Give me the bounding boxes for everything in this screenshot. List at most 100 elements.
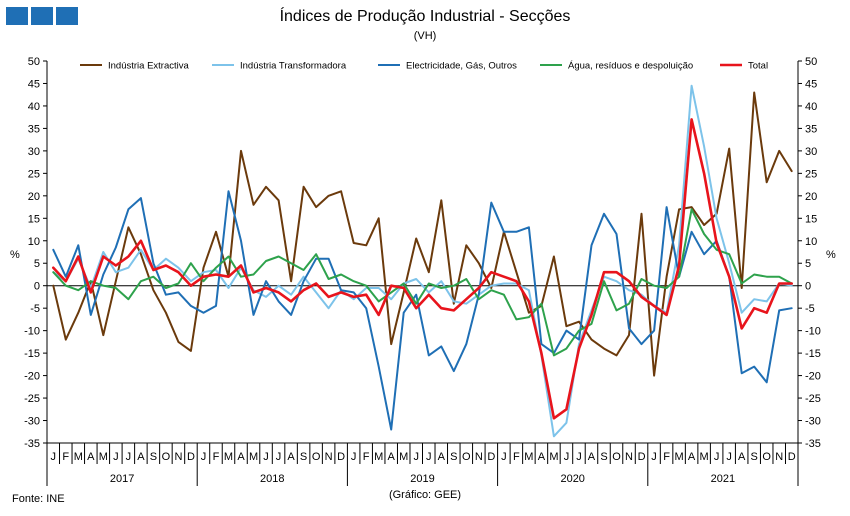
x-tick-label: S bbox=[300, 451, 307, 463]
y-tick-label-left: 5 bbox=[34, 258, 40, 270]
x-tick-label: O bbox=[162, 451, 171, 463]
y-tick-label-right: 10 bbox=[805, 236, 817, 248]
series-line bbox=[52, 91, 793, 377]
x-tick-label: A bbox=[87, 451, 95, 463]
x-tick-label: J bbox=[714, 451, 720, 463]
x-tick-label: J bbox=[351, 451, 357, 463]
x-tick-label: A bbox=[237, 451, 245, 463]
series-line bbox=[51, 118, 794, 420]
x-tick-label: F bbox=[213, 451, 220, 463]
x-tick-label: M bbox=[224, 451, 233, 463]
source-note: Fonte: INE bbox=[12, 493, 65, 505]
legend-label: Água, resíduos e despoluição bbox=[568, 61, 693, 72]
legend-label: Indústria Transformadora bbox=[240, 61, 347, 72]
x-tick-label: M bbox=[249, 451, 258, 463]
logo-block bbox=[31, 7, 53, 25]
x-tick-label: J bbox=[276, 451, 282, 463]
logo-block bbox=[6, 7, 28, 25]
x-tick-label: A bbox=[438, 451, 446, 463]
y-tick-label-left: 20 bbox=[28, 191, 40, 203]
series-line bbox=[52, 190, 793, 431]
legend: Indústria Extractiva Indústria Transforma… bbox=[80, 61, 768, 72]
x-tick-label: M bbox=[700, 451, 709, 463]
y-tick-label-right: -10 bbox=[805, 326, 821, 338]
x-tick-label: M bbox=[549, 451, 558, 463]
y-tick-label-right: -15 bbox=[805, 348, 821, 360]
y-tick-label-left: 25 bbox=[28, 168, 40, 180]
x-tick-label: D bbox=[487, 451, 495, 463]
y-tick-label-left: 15 bbox=[28, 213, 40, 225]
year-label: 2018 bbox=[260, 473, 284, 485]
chart-subtitle: (VH) bbox=[413, 30, 437, 42]
x-tick-label: O bbox=[612, 451, 621, 463]
x-tick-label: A bbox=[287, 451, 295, 463]
x-tick-label: N bbox=[174, 451, 182, 463]
y-axis-label-right: % bbox=[826, 249, 836, 261]
y-tick-label-left: -25 bbox=[24, 393, 40, 405]
x-tick-label: M bbox=[99, 451, 108, 463]
x-tick-label: J bbox=[113, 451, 119, 463]
x-tick-label: J bbox=[576, 451, 582, 463]
x-tick-label: S bbox=[150, 451, 157, 463]
x-tick-label: D bbox=[187, 451, 195, 463]
y-tick-label-right: 35 bbox=[805, 123, 817, 135]
series-line bbox=[52, 84, 793, 438]
y-tick-label-left: -20 bbox=[24, 371, 40, 383]
x-tick-label: F bbox=[663, 451, 670, 463]
legend-label: Indústria Extractiva bbox=[108, 61, 189, 72]
x-tick-label: A bbox=[388, 451, 396, 463]
y-tick-label-left: 35 bbox=[28, 123, 40, 135]
y-tick-label-left: 40 bbox=[28, 101, 40, 113]
year-label: 2019 bbox=[410, 473, 434, 485]
x-tick-label: D bbox=[337, 451, 345, 463]
legend-label: Total bbox=[748, 61, 768, 72]
x-tick-label: O bbox=[762, 451, 771, 463]
y-tick-label-right: -20 bbox=[805, 371, 821, 383]
x-tick-label: J bbox=[726, 451, 732, 463]
x-tick-label: N bbox=[625, 451, 633, 463]
x-tick-label: J bbox=[426, 451, 432, 463]
year-label: 2021 bbox=[711, 473, 735, 485]
x-tick-label: J bbox=[126, 451, 132, 463]
x-tick-label: A bbox=[738, 451, 746, 463]
y-tick-label-right: 0 bbox=[805, 281, 811, 293]
y-tick-label-right: 45 bbox=[805, 78, 817, 90]
year-label: 2020 bbox=[560, 473, 584, 485]
x-tick-label: M bbox=[74, 451, 83, 463]
x-tick-label: S bbox=[600, 451, 607, 463]
x-tick-label: D bbox=[788, 451, 796, 463]
y-tick-label-right: -5 bbox=[805, 303, 815, 315]
y-tick-label-left: 50 bbox=[28, 56, 40, 68]
y-tick-label-right: 20 bbox=[805, 191, 817, 203]
x-tick-label: M bbox=[675, 451, 684, 463]
y-tick-label-right: 15 bbox=[805, 213, 817, 225]
x-tick-label: N bbox=[325, 451, 333, 463]
x-tick-label: S bbox=[751, 451, 758, 463]
x-tick-label: F bbox=[62, 451, 69, 463]
x-tick-label: A bbox=[538, 451, 546, 463]
x-tick-label: J bbox=[51, 451, 57, 463]
x-tick-label: N bbox=[775, 451, 783, 463]
x-tick-label: D bbox=[638, 451, 646, 463]
x-tick-label: M bbox=[374, 451, 383, 463]
x-tick-label: M bbox=[524, 451, 533, 463]
x-tick-label: A bbox=[688, 451, 696, 463]
x-tick-label: J bbox=[501, 451, 507, 463]
x-tick-label: J bbox=[564, 451, 570, 463]
y-axis-label-left: % bbox=[10, 249, 20, 261]
logo bbox=[6, 7, 78, 25]
year-label: 2017 bbox=[110, 473, 134, 485]
y-tick-label-left: -5 bbox=[30, 303, 40, 315]
y-tick-label-left: 10 bbox=[28, 236, 40, 248]
x-tick-label: J bbox=[651, 451, 657, 463]
x-tick-label: O bbox=[462, 451, 471, 463]
y-tick-label-right: 5 bbox=[805, 258, 811, 270]
x-tick-label: J bbox=[201, 451, 207, 463]
series-line bbox=[52, 208, 793, 357]
x-tick-label: J bbox=[263, 451, 269, 463]
y-tick-label-left: -30 bbox=[24, 416, 40, 428]
x-tick-label: M bbox=[399, 451, 408, 463]
series-lines bbox=[51, 84, 794, 438]
